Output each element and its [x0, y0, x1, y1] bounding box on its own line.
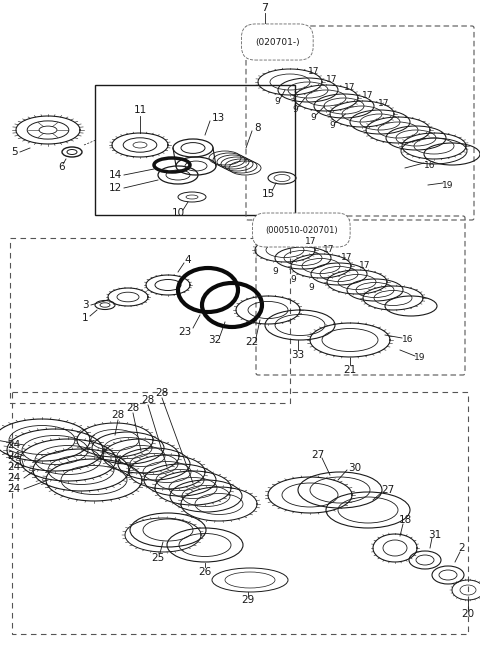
Text: 4: 4: [185, 255, 192, 265]
Text: 27: 27: [382, 485, 395, 495]
Text: 24: 24: [7, 473, 21, 483]
Text: 27: 27: [312, 450, 324, 460]
Text: 17: 17: [341, 253, 353, 262]
Text: 29: 29: [241, 595, 254, 605]
Text: 17: 17: [344, 84, 356, 93]
Text: 17: 17: [362, 91, 374, 100]
Text: 9: 9: [310, 113, 316, 122]
Text: 22: 22: [245, 337, 259, 347]
Text: 6: 6: [59, 162, 65, 172]
Text: (000510-020701): (000510-020701): [265, 226, 337, 235]
Text: 15: 15: [262, 189, 275, 199]
Text: 9: 9: [274, 97, 280, 106]
Text: 5: 5: [11, 147, 17, 157]
Text: 19: 19: [442, 181, 454, 189]
Text: 25: 25: [151, 553, 165, 563]
Text: 2: 2: [459, 543, 465, 553]
Text: 20: 20: [461, 609, 475, 619]
Text: 28: 28: [156, 388, 168, 398]
Text: 7: 7: [262, 3, 269, 13]
Text: (020701-): (020701-): [255, 38, 300, 47]
Text: 17: 17: [308, 67, 320, 76]
Text: 17: 17: [378, 100, 390, 108]
Text: 1: 1: [82, 313, 88, 323]
Text: 28: 28: [126, 403, 140, 413]
Text: 8: 8: [255, 123, 261, 133]
Text: 32: 32: [208, 335, 222, 345]
Text: 24: 24: [7, 451, 21, 461]
Text: 28: 28: [111, 410, 125, 420]
Text: 18: 18: [398, 515, 412, 525]
Text: 30: 30: [348, 463, 361, 473]
Text: 24: 24: [7, 462, 21, 472]
Text: 26: 26: [198, 567, 212, 577]
Text: 9: 9: [329, 122, 335, 130]
Text: 33: 33: [291, 350, 305, 360]
Text: 14: 14: [108, 170, 121, 180]
Text: 16: 16: [402, 336, 414, 345]
Text: 17: 17: [305, 238, 317, 246]
Text: 9: 9: [290, 275, 296, 284]
Text: 24: 24: [7, 484, 21, 494]
Text: 17: 17: [326, 76, 338, 84]
Text: 17: 17: [359, 262, 371, 270]
Text: 24: 24: [7, 440, 21, 450]
Text: 17: 17: [323, 246, 335, 255]
Text: 9: 9: [272, 268, 278, 277]
Text: 28: 28: [142, 395, 155, 405]
Text: 23: 23: [179, 327, 192, 337]
Text: 12: 12: [108, 183, 121, 193]
Text: 10: 10: [171, 208, 185, 218]
Text: 21: 21: [343, 365, 357, 375]
Text: 31: 31: [428, 530, 442, 540]
Text: 11: 11: [133, 105, 146, 115]
Text: 9: 9: [308, 284, 314, 292]
Text: 9: 9: [292, 106, 298, 115]
Text: 19: 19: [414, 354, 426, 362]
Text: 16: 16: [424, 161, 436, 170]
Text: 13: 13: [211, 113, 225, 123]
Text: 3: 3: [82, 300, 88, 310]
